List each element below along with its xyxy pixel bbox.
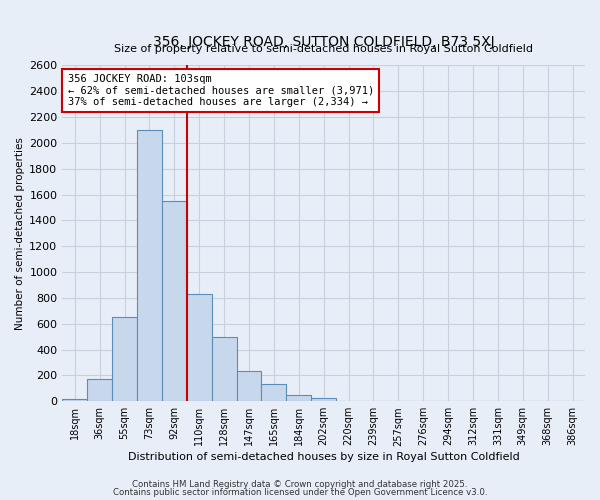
Bar xyxy=(236,372,262,401)
Text: Contains public sector information licensed under the Open Government Licence v3: Contains public sector information licen… xyxy=(113,488,487,497)
Bar xyxy=(262,384,286,401)
Bar xyxy=(137,130,162,401)
Bar xyxy=(311,398,336,401)
X-axis label: Distribution of semi-detached houses by size in Royal Sutton Coldfield: Distribution of semi-detached houses by … xyxy=(128,452,520,462)
Bar xyxy=(286,394,311,401)
Bar xyxy=(187,294,212,401)
Bar xyxy=(162,201,187,401)
Bar xyxy=(212,336,236,401)
Bar xyxy=(87,378,112,401)
Text: Contains HM Land Registry data © Crown copyright and database right 2025.: Contains HM Land Registry data © Crown c… xyxy=(132,480,468,489)
Text: 356 JOCKEY ROAD: 103sqm
← 62% of semi-detached houses are smaller (3,971)
37% of: 356 JOCKEY ROAD: 103sqm ← 62% of semi-de… xyxy=(68,74,374,107)
Bar xyxy=(62,398,87,401)
Title: 356, JOCKEY ROAD, SUTTON COLDFIELD, B73 5XJ: 356, JOCKEY ROAD, SUTTON COLDFIELD, B73 … xyxy=(153,35,494,49)
Y-axis label: Number of semi-detached properties: Number of semi-detached properties xyxy=(15,137,25,330)
Bar xyxy=(112,318,137,401)
Text: Size of property relative to semi-detached houses in Royal Sutton Coldfield: Size of property relative to semi-detach… xyxy=(114,44,533,54)
